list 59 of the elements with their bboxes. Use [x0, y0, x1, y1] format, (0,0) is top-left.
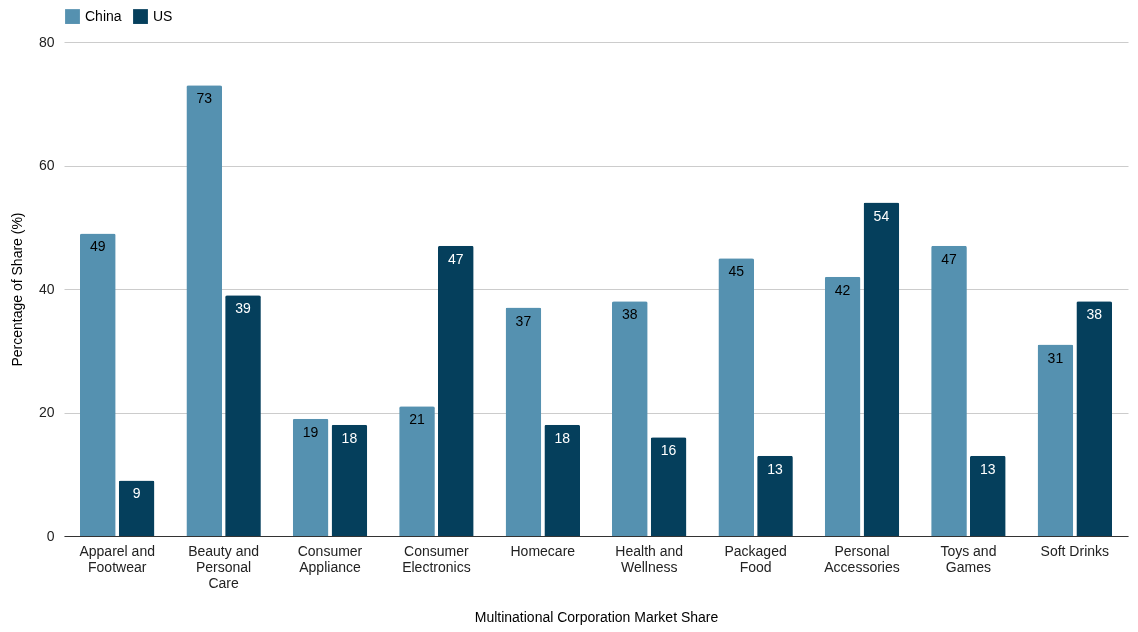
- bar: [437, 245, 474, 536]
- bar: [225, 295, 261, 536]
- bar: [931, 245, 967, 536]
- data-label: 45: [728, 263, 745, 280]
- data-label: 21: [409, 411, 425, 428]
- data-label: 38: [1086, 306, 1103, 323]
- data-label: 16: [660, 442, 677, 459]
- x-tick-label: Toys and Games: [940, 542, 997, 575]
- data-label: 31: [1047, 349, 1064, 366]
- y-tick-label: 60: [38, 157, 55, 173]
- bar: [331, 424, 368, 536]
- bar: [399, 406, 435, 536]
- bar: [1076, 301, 1113, 536]
- data-label: 13: [980, 460, 996, 477]
- x-tick-label: Consumer Appliance: [297, 542, 363, 575]
- legend-label: China: [85, 7, 122, 24]
- data-label: 47: [941, 250, 957, 267]
- bar: [505, 307, 542, 536]
- data-label: 13: [767, 460, 783, 477]
- x-tick-label: Homecare: [510, 542, 576, 559]
- data-label: 39: [235, 300, 251, 317]
- data-label: 18: [341, 429, 358, 446]
- data-label: 54: [873, 207, 890, 224]
- bar: [718, 258, 755, 536]
- bar: [292, 418, 329, 536]
- bar: [611, 301, 648, 536]
- x-tick-label: Personal Accessories: [824, 542, 900, 575]
- data-label: 42: [834, 281, 851, 298]
- bar: [544, 424, 581, 536]
- x-tick-label: Consumer Electronics: [402, 542, 471, 575]
- bar: [863, 202, 900, 536]
- x-tick-label: Apparel and Footwear: [79, 542, 155, 575]
- x-tick-label: Beauty and Personal Care: [188, 542, 260, 591]
- bar: [186, 85, 223, 536]
- data-label: 37: [515, 312, 532, 329]
- data-label: 19: [302, 423, 319, 440]
- data-label: 38: [622, 306, 638, 323]
- data-label: 9: [132, 485, 141, 502]
- y-tick-label: 0: [46, 527, 55, 544]
- legend-label: US: [153, 7, 173, 24]
- x-tick-label: Health and Wellness: [615, 542, 684, 575]
- bar: [969, 455, 1006, 536]
- bar: [118, 480, 155, 536]
- x-tick-label: Packaged Food: [724, 542, 787, 575]
- y-tick-label: 40: [38, 280, 55, 297]
- x-axis-title: Multinational Corporation Market Share: [474, 608, 719, 625]
- y-axis-title: Percentage of Share (%): [8, 212, 25, 367]
- bar: [1037, 344, 1074, 536]
- data-label: 49: [90, 238, 106, 255]
- bar: [757, 455, 793, 536]
- bar: [650, 437, 687, 536]
- bar: [824, 276, 861, 536]
- data-label: 73: [196, 90, 213, 107]
- bar: [79, 233, 116, 536]
- data-label: 47: [448, 250, 464, 267]
- x-tick-label: Soft Drinks: [1040, 542, 1110, 559]
- y-tick-label: 20: [38, 404, 55, 420]
- y-tick-label: 80: [38, 33, 55, 50]
- data-label: 18: [554, 429, 571, 446]
